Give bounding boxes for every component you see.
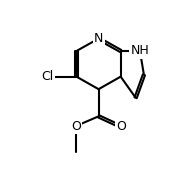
Text: N: N bbox=[94, 32, 103, 45]
Text: NH: NH bbox=[131, 44, 149, 57]
Text: O: O bbox=[71, 120, 81, 133]
Text: O: O bbox=[116, 120, 126, 133]
Text: Cl: Cl bbox=[41, 70, 53, 83]
